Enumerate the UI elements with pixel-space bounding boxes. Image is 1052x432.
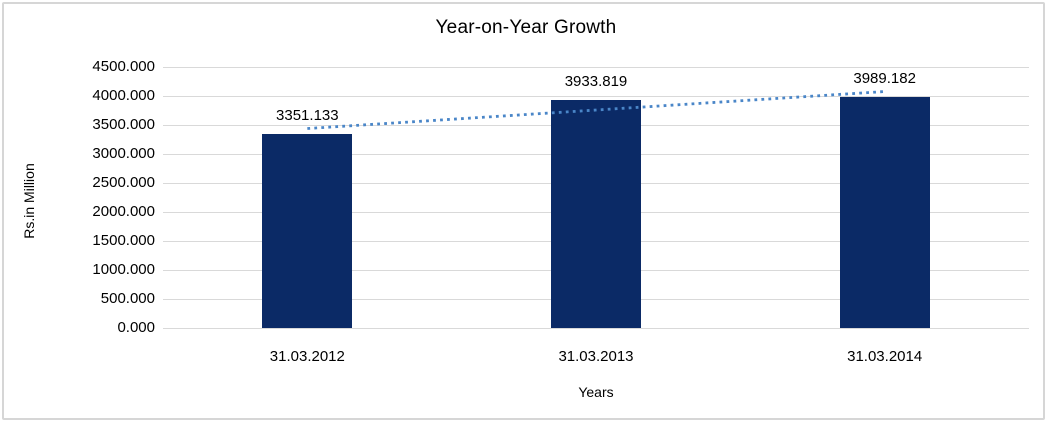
gridline — [163, 327, 1029, 329]
bar-value-label: 3933.819 — [564, 72, 628, 90]
y-tick-label: 1500.000 — [92, 232, 155, 249]
y-tick-label: 3000.000 — [92, 145, 155, 162]
plot-area: 3351.133 3933.819 3989.182 — [163, 66, 1029, 329]
y-tick-label: 4500.000 — [92, 58, 155, 75]
y-axis-title: Rs.in Million — [21, 163, 37, 239]
y-tick-label: 1000.000 — [92, 261, 155, 278]
y-tick-label: 500.000 — [100, 290, 155, 307]
bar-31.03.2014 — [839, 96, 930, 328]
trendline — [307, 90, 885, 130]
bar-value-label: 3351.133 — [276, 106, 339, 124]
x-category-label: 31.03.2012 — [269, 348, 345, 365]
gridline — [163, 95, 1029, 97]
y-tick-label: 2500.000 — [92, 174, 155, 191]
bar-value-label: 3989.182 — [853, 69, 916, 87]
x-category-label: 31.03.2014 — [847, 348, 923, 365]
chart-title: Year-on-Year Growth — [435, 17, 617, 38]
y-tick-label: 0.000 — [117, 319, 155, 336]
y-tick-label: 4000.000 — [92, 87, 155, 104]
bar-31.03.2012 — [262, 133, 353, 328]
y-tick-label: 3500.000 — [92, 116, 155, 133]
bar-31.03.2013 — [551, 99, 641, 328]
y-tick-label: 2000.000 — [92, 203, 155, 220]
gridline — [163, 66, 1029, 68]
x-category-label: 31.03.2013 — [558, 348, 634, 365]
x-axis-title: Years — [578, 384, 614, 400]
